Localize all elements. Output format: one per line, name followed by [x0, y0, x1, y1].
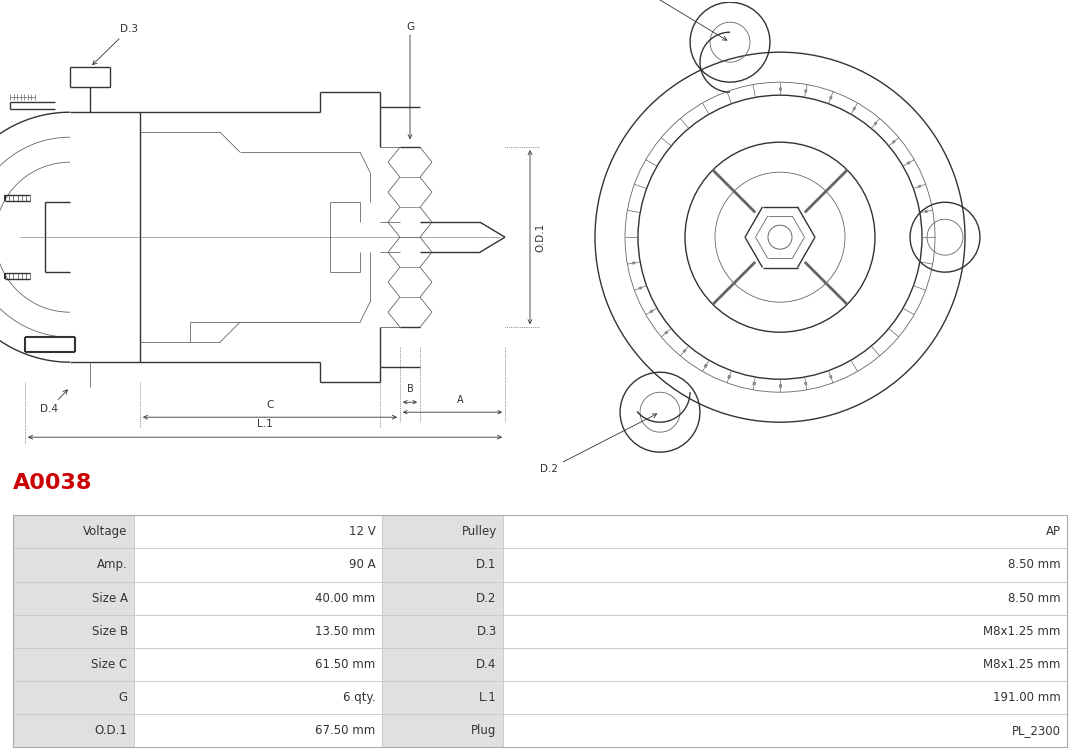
Text: M8x1.25 mm: M8x1.25 mm [983, 625, 1061, 638]
Text: D.1: D.1 [600, 0, 727, 40]
Text: 40.00 mm: 40.00 mm [315, 592, 376, 605]
Bar [134, 614, 382, 648]
Text: C: C [267, 400, 273, 410]
Text: Size B: Size B [92, 625, 127, 638]
Bar [503, 581, 1067, 614]
Text: 8.50 mm: 8.50 mm [1008, 592, 1061, 605]
Text: Voltage: Voltage [83, 526, 127, 538]
Bar [503, 714, 1067, 747]
Bar [134, 515, 382, 548]
Bar [13, 581, 134, 614]
Bar [382, 681, 503, 714]
Text: 90 A: 90 A [349, 559, 376, 572]
Bar [503, 515, 1067, 548]
Text: D.3: D.3 [93, 24, 138, 65]
Bar [134, 648, 382, 681]
Bar [382, 648, 503, 681]
Bar [134, 681, 382, 714]
Bar [13, 648, 134, 681]
Text: L.1: L.1 [478, 691, 497, 704]
Text: Size C: Size C [92, 658, 127, 671]
Text: D.4: D.4 [476, 658, 497, 671]
Text: 8.50 mm: 8.50 mm [1008, 559, 1061, 572]
Text: O.D.1: O.D.1 [95, 724, 127, 737]
Bar [13, 714, 134, 747]
Bar [13, 515, 134, 548]
Bar [13, 681, 134, 714]
Text: B: B [407, 384, 414, 394]
Bar [134, 581, 382, 614]
Text: AP: AP [1045, 526, 1061, 538]
Bar [503, 548, 1067, 581]
Bar [382, 515, 503, 548]
Text: D.2: D.2 [540, 414, 657, 474]
Bar [503, 614, 1067, 648]
Text: D.1: D.1 [476, 559, 497, 572]
Text: A0038: A0038 [13, 473, 92, 493]
Text: 61.50 mm: 61.50 mm [315, 658, 376, 671]
Text: M8x1.25 mm: M8x1.25 mm [983, 658, 1061, 671]
Bar [503, 648, 1067, 681]
Text: Amp.: Amp. [97, 559, 127, 572]
Bar [382, 714, 503, 747]
Text: 191.00 mm: 191.00 mm [993, 691, 1061, 704]
Bar [382, 614, 503, 648]
Bar [13, 614, 134, 648]
Bar [13, 548, 134, 581]
Text: G: G [406, 22, 414, 32]
Bar [503, 681, 1067, 714]
Text: D.4: D.4 [40, 390, 67, 414]
Text: D.2: D.2 [476, 592, 497, 605]
Bar [13, 515, 1067, 747]
Text: D.3: D.3 [476, 625, 497, 638]
Text: A: A [457, 395, 463, 405]
Bar [134, 714, 382, 747]
Text: 67.50 mm: 67.50 mm [315, 724, 376, 737]
Bar [382, 548, 503, 581]
Bar [134, 548, 382, 581]
Text: G: G [119, 691, 127, 704]
Text: 13.50 mm: 13.50 mm [315, 625, 376, 638]
Text: Size A: Size A [92, 592, 127, 605]
Bar [382, 581, 503, 614]
Text: O.D.1: O.D.1 [535, 223, 545, 252]
Text: 6 qty.: 6 qty. [342, 691, 376, 704]
Text: L.1: L.1 [257, 419, 273, 429]
Text: Plug: Plug [471, 724, 497, 737]
Text: PL_2300: PL_2300 [1012, 724, 1061, 737]
Text: 12 V: 12 V [349, 526, 376, 538]
Text: Pulley: Pulley [461, 526, 497, 538]
